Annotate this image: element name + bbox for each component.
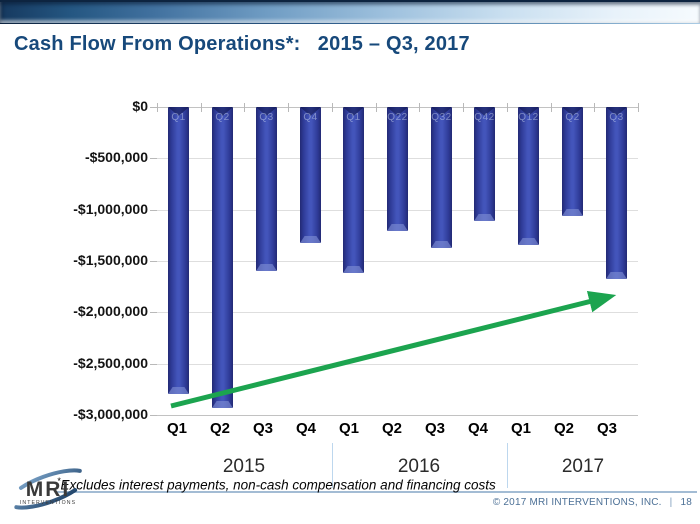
footnote: *Excludes interest payments, non-cash co… <box>57 476 496 493</box>
top-banner <box>0 0 700 24</box>
year-label: 2015 <box>222 456 266 477</box>
y-axis-tick <box>150 261 157 262</box>
copyright: © 2017 MRI INTERVENTIONS, INC. | 18 <box>493 497 692 508</box>
bar: Q12 <box>518 107 539 245</box>
y-axis-label: -$3,000,000 <box>73 406 148 422</box>
footer-divider <box>57 491 697 493</box>
category-tick <box>201 103 202 112</box>
y-axis-tick <box>150 107 157 108</box>
category-tick <box>551 103 552 112</box>
category-tick <box>507 103 508 112</box>
page-title: Cash Flow From Operations*: 2015 – Q3, 2… <box>14 33 470 55</box>
bar-faint-label: Q12 <box>518 112 539 123</box>
y-axis-tick <box>150 210 157 211</box>
bar: Q3 <box>256 107 277 271</box>
bar: Q2 <box>212 107 233 408</box>
bar-faint-label: Q2 <box>565 112 580 123</box>
x-axis-label: Q3 <box>252 420 273 437</box>
category-tick <box>157 103 158 112</box>
category-tick <box>376 103 377 112</box>
year-label: 2017 <box>561 456 605 477</box>
gridline <box>157 415 638 416</box>
bar-faint-label: Q1 <box>171 112 186 123</box>
y-axis-label: -$2,000,000 <box>73 303 148 319</box>
x-axis-label: Q4 <box>467 420 488 437</box>
year-label: 2016 <box>397 456 441 477</box>
bar-faint-label: Q1 <box>346 112 361 123</box>
bar-faint-label: Q4 <box>303 112 318 123</box>
bar-faint-label: Q3 <box>609 112 624 123</box>
category-tick <box>463 103 464 112</box>
y-axis-label: -$2,500,000 <box>73 355 148 371</box>
bar-faint-label: Q22 <box>387 112 408 123</box>
bar-faint-label: Q42 <box>474 112 495 123</box>
x-axis-label: Q2 <box>209 420 230 437</box>
year-separator <box>332 443 333 488</box>
category-tick <box>288 103 289 112</box>
y-axis-tick <box>150 158 157 159</box>
bar-faint-label: Q32 <box>431 112 452 123</box>
footnote-asterisk: * <box>57 476 61 486</box>
y-axis-tick <box>150 364 157 365</box>
y-axis-label: $0 <box>132 98 148 114</box>
y-axis-label: -$1,500,000 <box>73 252 148 268</box>
x-axis-label: Q1 <box>338 420 359 437</box>
bar: Q4 <box>300 107 321 243</box>
category-tick <box>594 103 595 112</box>
copyright-separator: | <box>669 497 673 508</box>
y-axis-label: -$1,000,000 <box>73 201 148 217</box>
y-axis-tick <box>150 312 157 313</box>
x-axis-label: Q3 <box>596 420 617 437</box>
bar: Q32 <box>431 107 452 248</box>
logo-swoosh-icon <box>7 468 89 510</box>
bar-faint-label: Q3 <box>259 112 274 123</box>
copyright-text: © 2017 MRI INTERVENTIONS, INC. <box>492 497 662 508</box>
year-separator <box>507 443 508 488</box>
x-axis-label: Q2 <box>553 420 574 437</box>
footnote-text: Excludes interest payments, non-cash com… <box>60 477 496 493</box>
x-axis-label: Q4 <box>295 420 316 437</box>
bar: Q2 <box>562 107 583 216</box>
logo-text: MRI <box>26 478 71 501</box>
bar-faint-label: Q2 <box>215 112 230 123</box>
category-tick <box>638 103 639 112</box>
gridline <box>157 261 638 262</box>
x-axis-label: Q1 <box>166 420 187 437</box>
bar: Q42 <box>474 107 495 221</box>
category-tick <box>244 103 245 112</box>
y-axis-tick <box>150 415 157 416</box>
x-axis-label: Q2 <box>381 420 402 437</box>
y-axis-label: -$500,000 <box>84 149 148 165</box>
category-tick <box>419 103 420 112</box>
bar: Q3 <box>606 107 627 279</box>
bar: Q22 <box>387 107 408 231</box>
mri-logo: MRI INTERVENTIONS <box>7 468 89 510</box>
bar: Q1 <box>343 107 364 273</box>
logo-subtext: INTERVENTIONS <box>20 500 76 506</box>
category-tick <box>332 103 333 112</box>
x-axis-label: Q3 <box>424 420 445 437</box>
x-axis-label: Q1 <box>510 420 531 437</box>
bar: Q1 <box>168 107 189 394</box>
page-number: 18 <box>680 497 692 508</box>
